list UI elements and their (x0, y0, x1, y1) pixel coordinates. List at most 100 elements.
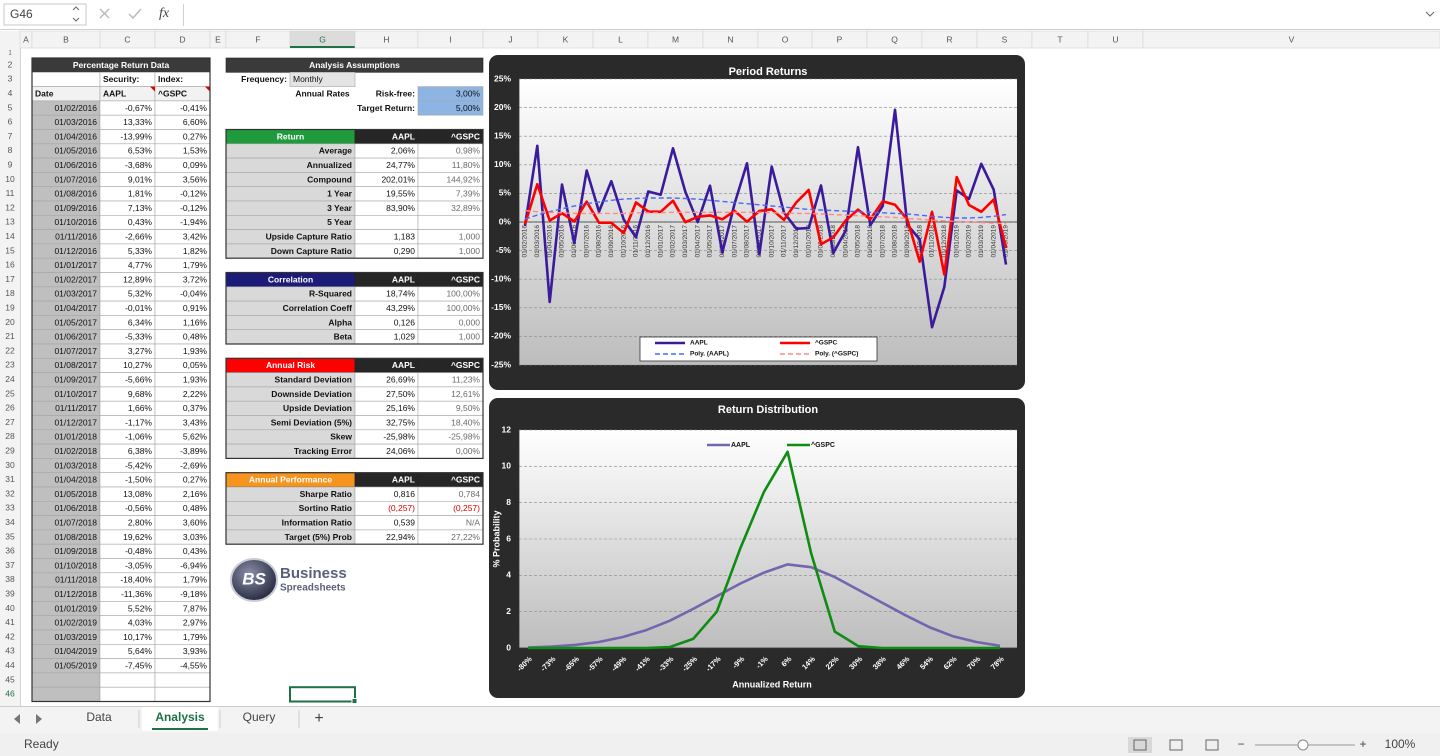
y-tick-label: -25% (491, 359, 511, 369)
sheet-tab[interactable]: Data (86, 710, 112, 724)
view-layout[interactable] (1169, 739, 1183, 751)
column-label: Date (35, 89, 54, 99)
row-header-label: 5 (8, 102, 13, 112)
column-header-label: J (508, 34, 512, 44)
row-header-label: 1 (8, 51, 12, 57)
value: 2,80% (128, 518, 153, 528)
date: 01/11/2017 (55, 403, 97, 413)
selected-cell (289, 686, 356, 703)
x-tick-label: 01/07/2017 (731, 225, 738, 258)
value: -2,69% (180, 460, 207, 470)
column-header-label: C (124, 34, 130, 44)
row-header-label: 6 (8, 117, 13, 127)
x-tick-label: 01/11/2018 (929, 225, 936, 257)
date: 01/02/2019 (54, 618, 97, 628)
view-break[interactable] (1205, 739, 1219, 751)
sheet-tab[interactable]: Query (243, 710, 276, 724)
fx-icon[interactable]: fx (159, 6, 170, 21)
value: -5,42% (125, 460, 152, 470)
value: 3,60% (183, 518, 208, 528)
row-label: 1 Year (327, 189, 353, 199)
date: 01/03/2019 (54, 632, 97, 642)
value: 0,43% (183, 546, 208, 556)
zoom-in[interactable]: + (1359, 737, 1366, 751)
value: N/A (466, 518, 481, 528)
zoom-out[interactable]: − (1237, 737, 1244, 751)
row-label: Down Capture Ratio (271, 246, 352, 256)
value: 0,539 (394, 518, 416, 528)
value: 3,56% (183, 174, 208, 184)
value: 6,53% (128, 146, 153, 156)
date: 01/08/2016 (54, 189, 97, 199)
value: 22,94% (386, 532, 415, 542)
name-box[interactable] (3, 3, 87, 26)
value: -3,68% (125, 160, 152, 170)
series-line (524, 209, 1007, 225)
value: 0,784 (459, 489, 481, 499)
sheet-tab-active[interactable] (142, 707, 218, 731)
date: 01/11/2016 (55, 232, 97, 242)
row-header-label: 26 (5, 403, 15, 413)
value: 5,52% (128, 603, 153, 613)
value: 1,93% (183, 346, 208, 356)
row-header-label: 25 (5, 388, 15, 398)
x-tick-label: 01/09/2018 (904, 225, 911, 258)
view-normal[interactable] (1128, 737, 1152, 753)
value: 0,48% (183, 332, 208, 342)
column-header-label: S (1002, 34, 1008, 44)
stepper[interactable] (72, 6, 80, 22)
name-box-text[interactable]: G46 (10, 7, 33, 21)
date: 01/05/2016 (54, 146, 97, 156)
view-normal-icon[interactable] (1133, 739, 1147, 751)
zoom-knob[interactable] (1297, 739, 1309, 751)
y-axis-title: % Probability (491, 510, 501, 567)
row-header-label: 15 (5, 245, 15, 255)
date: 01/02/2017 (54, 274, 97, 284)
sheet-tab[interactable]: Analysis (155, 710, 205, 724)
value: 12,89% (123, 274, 152, 284)
date: 01/12/2017 (54, 417, 97, 427)
y-tick-label: -10% (491, 273, 511, 283)
x-tick-label: 01/01/2017 (657, 225, 664, 258)
x-tick-label: 01/11/2016 (633, 225, 640, 257)
row-header-label: 16 (5, 260, 15, 270)
cancel-icon[interactable] (99, 8, 110, 19)
row-label: 5 Year (327, 217, 353, 227)
date: 01/03/2018 (54, 460, 97, 470)
cells: Percentage Return Data Security: Index: Dat… (31, 57, 484, 704)
value: -3,05% (125, 560, 152, 570)
value: 0,09% (183, 160, 208, 170)
value: -18,40% (120, 575, 152, 585)
y-tick-label: 5% (499, 188, 512, 198)
row-header-label: 13 (5, 217, 15, 227)
date: 01/04/2017 (54, 303, 97, 313)
x-tick-label: 01/05/2018 (855, 225, 862, 258)
cell (154, 672, 211, 688)
date: 01/06/2017 (54, 332, 97, 342)
value: -0,67% (125, 103, 152, 113)
date: 01/07/2018 (54, 518, 97, 528)
value: -11,36% (121, 589, 152, 599)
comment-marker (150, 86, 155, 92)
enter-icon[interactable] (128, 8, 142, 20)
column-header-label: U (1112, 34, 1118, 44)
x-tick-label: 01/05/2017 (707, 225, 714, 258)
row-header-label: 23 (5, 360, 15, 370)
date: 01/09/2018 (54, 546, 97, 556)
row-header-label: 41 (5, 617, 15, 627)
column-header-label: G (319, 34, 326, 44)
column-label: AAPL (392, 360, 415, 370)
add-sheet[interactable]: + (314, 710, 323, 727)
date: 01/05/2017 (54, 317, 97, 327)
label: Risk-free: (376, 89, 415, 99)
value: 0,27% (183, 131, 208, 141)
value: 0,05% (183, 360, 208, 370)
row-header-label: 35 (5, 531, 15, 541)
expand-icon[interactable] (1425, 11, 1435, 17)
row-label: Skew (330, 432, 352, 442)
value: 9,68% (128, 389, 153, 399)
view-icons[interactable] (1128, 737, 1219, 753)
tab-scroll[interactable] (14, 714, 42, 724)
value: -0,12% (180, 189, 207, 199)
y-tick-label: -5% (496, 245, 512, 255)
